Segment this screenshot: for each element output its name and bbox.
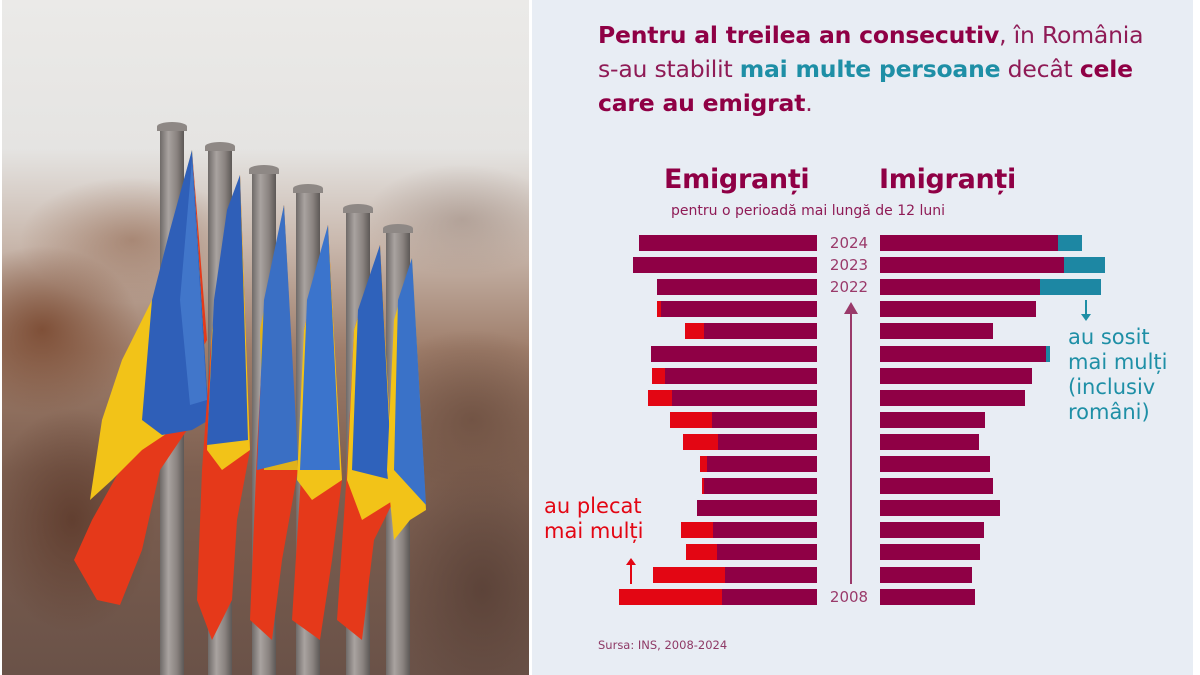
emigrants-bar-2015 xyxy=(718,434,817,450)
emigrants-excess-bar-2016 xyxy=(670,412,712,428)
emigrants-bar-2019 xyxy=(651,346,817,362)
time-axis-line xyxy=(850,312,852,584)
note-line: au plecat xyxy=(544,494,642,518)
note-line: (inclusiv xyxy=(1068,375,1156,399)
up-arrow-icon xyxy=(844,302,858,314)
immigrants-bar-2014 xyxy=(880,456,990,472)
emigrants-bar-2018 xyxy=(665,368,817,384)
year-label-2024: 2024 xyxy=(829,234,869,252)
immigrants-bar-2012 xyxy=(880,500,1000,516)
immigrants-bar-2019 xyxy=(880,346,1046,362)
year-label-2023: 2023 xyxy=(829,256,869,274)
emigrants-excess-bar-2018 xyxy=(652,368,665,384)
emigrants-bar-2022 xyxy=(657,279,817,295)
emigrants-bar-2016 xyxy=(712,412,817,428)
immigrants-title: Imigranți xyxy=(879,164,1016,195)
emigrants-bar-2009 xyxy=(725,567,817,583)
emigrants-bar-2011 xyxy=(713,522,817,538)
emigrants-excess-bar-2021 xyxy=(657,301,661,317)
flags-photo xyxy=(2,0,529,675)
immigrants-bar-2017 xyxy=(880,390,1025,406)
immigrants-bar-2013 xyxy=(880,478,993,494)
immigrants-bar-2015 xyxy=(880,434,979,450)
immigrants-bar-2024 xyxy=(880,235,1058,251)
immigrants-excess-bar-2019 xyxy=(1046,346,1050,362)
emigrants-excess-bar-2009 xyxy=(653,567,725,583)
immigrants-excess-bar-2022 xyxy=(1040,279,1101,295)
immigrants-bar-2009 xyxy=(880,567,972,583)
headline-text-4: decât xyxy=(1000,55,1080,83)
emigrants-bar-2020 xyxy=(704,323,817,339)
emigrants-bar-2024 xyxy=(639,235,817,251)
emigrants-excess-bar-2015 xyxy=(683,434,718,450)
emigrants-excess-bar-2010 xyxy=(686,544,717,560)
emigrants-excess-bar-2020 xyxy=(685,323,704,339)
emigrants-bar-2012 xyxy=(697,500,817,516)
infographic-panel xyxy=(532,0,1193,675)
emigrants-excess-bar-2008 xyxy=(619,589,722,605)
immigrants-bar-2016 xyxy=(880,412,985,428)
headline-bold-2: cele care au emigrat xyxy=(598,55,1133,117)
immigrants-bar-2010 xyxy=(880,544,980,560)
emigrants-note: au plecat mai mulți xyxy=(544,494,644,544)
emigrants-bar-2008 xyxy=(722,589,817,605)
emigrants-title: Emigranți xyxy=(664,164,810,195)
source-note: Sursa: INS, 2008-2024 xyxy=(598,638,728,652)
immigrants-note: au sosit mai mulți (inclusiv români) xyxy=(1068,325,1168,425)
note-line: mai mulți xyxy=(544,519,644,543)
immigrants-excess-bar-2024 xyxy=(1058,235,1082,251)
headline-bold-1: Pentru al treilea an consecutiv xyxy=(598,21,1000,49)
headline-text-6: . xyxy=(805,89,813,117)
headline-text-2: , în România s-au stabilit xyxy=(598,21,1144,83)
romanian-flags-graphic xyxy=(74,150,426,640)
year-label-2008: 2008 xyxy=(829,588,869,606)
emigrants-bar-2021 xyxy=(661,301,817,317)
immigrants-bar-2023 xyxy=(880,257,1064,273)
note-line: români) xyxy=(1068,400,1150,424)
emigrants-bar-2023 xyxy=(633,257,817,273)
emigrants-bar-2010 xyxy=(717,544,817,560)
emigrants-bar-2017 xyxy=(672,390,817,406)
emigrants-excess-bar-2014 xyxy=(700,456,707,472)
note-line: au sosit xyxy=(1068,325,1150,349)
headline-teal: mai multe persoane xyxy=(739,55,1001,83)
year-label-2022: 2022 xyxy=(829,278,869,296)
up-arrow-red-icon xyxy=(626,558,636,584)
emigrants-bar-2014 xyxy=(707,456,817,472)
emigrants-bar-2013 xyxy=(704,478,817,494)
emigrants-excess-bar-2011 xyxy=(681,522,713,538)
immigrants-bar-2020 xyxy=(880,323,993,339)
immigrants-bar-2011 xyxy=(880,522,984,538)
note-line: mai mulți xyxy=(1068,350,1168,374)
immigrants-bar-2021 xyxy=(880,301,1036,317)
headline: Pentru al treilea an consecutiv, în Româ… xyxy=(598,18,1158,120)
immigrants-bar-2018 xyxy=(880,368,1032,384)
immigrants-bar-2022 xyxy=(880,279,1040,295)
immigrants-excess-bar-2023 xyxy=(1064,257,1105,273)
chart-subtitle: pentru o perioadă mai lungă de 12 luni xyxy=(671,203,946,219)
down-arrow-icon xyxy=(1081,300,1091,321)
emigrants-excess-bar-2013 xyxy=(702,478,704,494)
emigrants-excess-bar-2017 xyxy=(648,390,672,406)
immigrants-bar-2008 xyxy=(880,589,975,605)
